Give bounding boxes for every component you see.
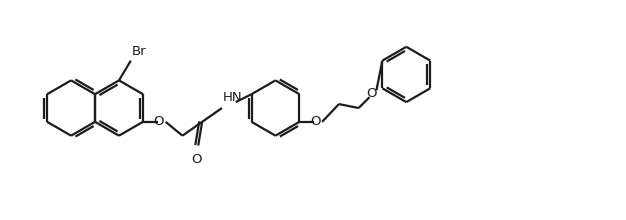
Text: O: O [153, 115, 164, 128]
Text: O: O [191, 153, 202, 167]
Text: HN: HN [223, 91, 242, 104]
Text: O: O [310, 115, 321, 128]
Text: O: O [366, 87, 377, 100]
Text: Br: Br [132, 45, 146, 58]
